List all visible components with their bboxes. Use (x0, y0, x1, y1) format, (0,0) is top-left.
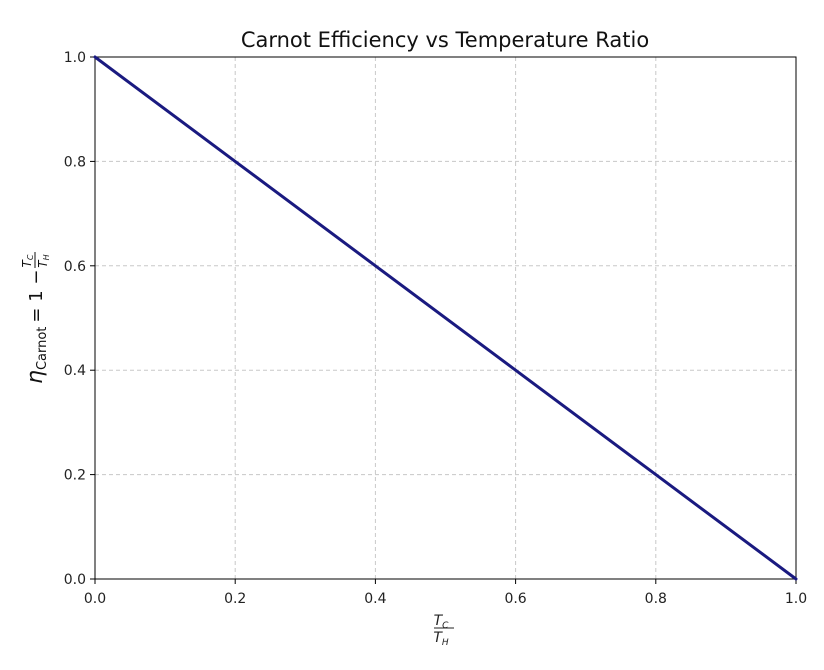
x-label-denominator-sub: H (442, 638, 449, 648)
x-label-denominator: T (433, 630, 443, 646)
x-tick-label: 0.2 (224, 591, 246, 607)
axis-ticks: 0.0 0.2 0.4 0.6 0.8 1.0 0.0 0.2 0.4 0.6 0.8 1.0 (64, 50, 807, 607)
y-label-denominator-sub: H (42, 254, 51, 260)
svg-text:TC: TC (20, 254, 35, 267)
svg-text:TC: TC (434, 613, 450, 631)
y-tick-label: 0.4 (64, 363, 86, 379)
y-label-numerator-sub: C (26, 254, 35, 260)
y-tick-label: 0.6 (64, 259, 86, 275)
efficiency-line (93, 55, 798, 581)
y-label-expression: = 1 − (26, 270, 47, 323)
x-tick-label: 0.4 (364, 591, 386, 607)
svg-text:ηCarnot= 1 −: ηCarnot = 1 − (23, 270, 50, 384)
y-axis-label: ηCarnot= 1 − TC TH (20, 252, 51, 384)
y-label-symbol: η (23, 370, 48, 384)
data-series (93, 55, 798, 581)
y-tick-label: 0.2 (64, 468, 86, 484)
y-label-symbol-sub: Carnot (35, 327, 50, 370)
y-tick-label: 0.8 (64, 154, 86, 170)
chart-title: Carnot Efficiency vs Temperature Ratio (241, 28, 649, 52)
x-axis-label: TC TH (433, 613, 454, 648)
svg-text:TH: TH (36, 254, 51, 267)
y-tick-label: 0.0 (64, 572, 86, 588)
x-label-numerator: T (434, 613, 444, 629)
y-tick-label: 1.0 (64, 50, 86, 66)
x-label-numerator-sub: C (442, 621, 449, 631)
y-label-denominator: T (36, 259, 50, 268)
x-tick-label: 1.0 (785, 591, 807, 607)
x-tick-label: 0.0 (84, 591, 106, 607)
x-tick-label: 0.6 (504, 591, 526, 607)
x-tick-label: 0.8 (645, 591, 667, 607)
plot-area-frame (94, 56, 797, 580)
svg-text:TH: TH (433, 630, 449, 648)
y-label-numerator: T (20, 258, 34, 267)
